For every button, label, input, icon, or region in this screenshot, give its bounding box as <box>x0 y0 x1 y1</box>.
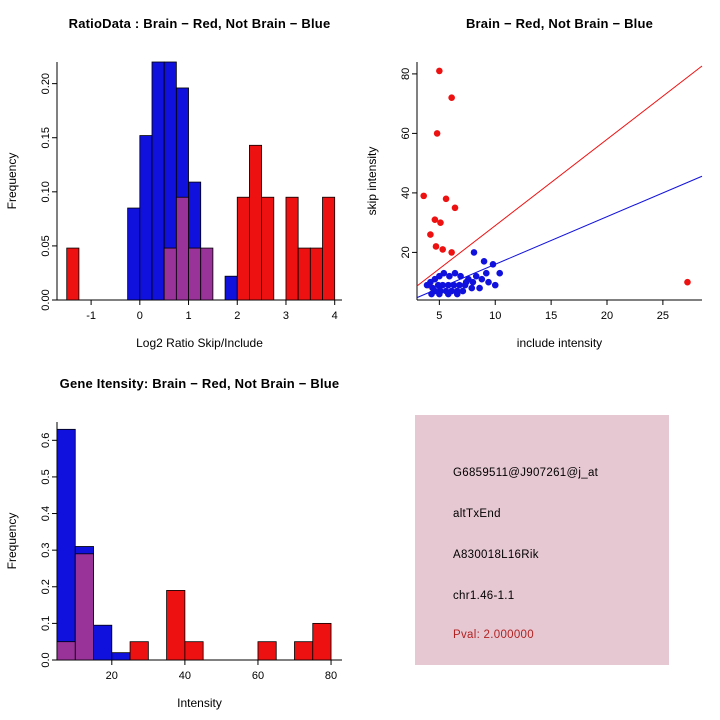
x-tick-label: 80 <box>325 670 337 682</box>
y-tick-label: 80 <box>400 68 412 80</box>
series-not-brain-blue <box>127 61 238 301</box>
x-tick-label: 40 <box>179 670 191 682</box>
brain-fit-line <box>416 65 703 287</box>
pval-text: Pval: 2.000000 <box>453 629 534 641</box>
x-tick-label: -1 <box>86 310 96 322</box>
x-axis-label: Intensity <box>177 696 222 710</box>
x-tick-label: 4 <box>332 310 338 322</box>
scatter-title: Brain − Red, Not Brain − Blue <box>465 16 654 31</box>
x-tick-label: 1 <box>185 310 191 322</box>
y-tick-label: 0.6 <box>40 433 52 448</box>
x-tick-label: 15 <box>545 310 557 322</box>
y-tick-label: 20 <box>400 246 412 258</box>
y-tick-label: 40 <box>400 187 412 199</box>
gene-info-box: G6859511@J907261@j_at altTxEnd A830018L1… <box>415 415 669 665</box>
x-tick-label: 0 <box>137 310 143 322</box>
y-tick-label: 0.2 <box>40 579 52 594</box>
y-axis-label: Frequency <box>5 153 19 210</box>
x-tick-label: 25 <box>657 310 669 322</box>
y-tick-label: 0.3 <box>40 543 52 558</box>
probe-id-text: G6859511@J907261@j_at <box>453 467 599 479</box>
y-tick-label: 0.20 <box>40 73 52 94</box>
x-tick-label: 3 <box>283 310 289 322</box>
y-tick-label: 0.4 <box>40 506 52 521</box>
chromosome-location-text: chr1.46-1.1 <box>453 590 515 602</box>
panel-ratio-histogram: RatioData : Brain − Red, Not Brain − Blu… <box>0 0 360 360</box>
intensity-scatter-plot: 5 10 15 20 25 20 40 60 80 include intensity skip i… <box>365 62 703 350</box>
event-type-text: altTxEnd <box>453 508 501 520</box>
panel-gene-info: G6859511@J907261@j_at altTxEnd A830018L1… <box>360 360 720 720</box>
gene-histogram-title: Gene Itensity: Brain − Red, Not Brain − … <box>59 376 340 391</box>
y-tick-label: 60 <box>400 127 412 139</box>
x-tick-label: 10 <box>489 310 501 322</box>
y-tick-label: 0.05 <box>40 235 52 256</box>
y-axis-label: Frequency <box>5 513 19 570</box>
y-axis-label: skip intensity <box>365 147 379 216</box>
series-brain-red <box>420 67 691 289</box>
y-tick-label: 0.10 <box>40 181 52 202</box>
gene-name-text: A830018L16Rik <box>453 549 539 561</box>
not-brain-fit-line <box>416 175 703 299</box>
series-brain-red <box>129 590 332 661</box>
ratio-histogram-title: RatioData : Brain − Red, Not Brain − Blu… <box>68 16 331 31</box>
x-tick-label: 20 <box>601 310 613 322</box>
y-tick-label: 0.0 <box>40 652 52 667</box>
panel-intensity-scatter: Brain − Red, Not Brain − Blue 5 10 15 20 25 2… <box>360 0 720 360</box>
y-tick-label: 0.15 <box>40 127 52 148</box>
gene-histogram-plot: 20 40 60 80 0.0 0.1 0.2 0.3 0.4 0.5 0.6 Intensity Fr… <box>5 422 342 710</box>
axes <box>412 62 702 305</box>
x-tick-label: 60 <box>252 670 264 682</box>
panel-gene-histogram: Gene Itensity: Brain − Red, Not Brain − … <box>0 360 360 720</box>
y-tick-label: 0.1 <box>40 616 52 631</box>
x-tick-label: 20 <box>106 670 118 682</box>
series-overlap-purple <box>56 553 94 661</box>
y-tick-label: 0.5 <box>40 469 52 484</box>
x-axis-label: include intensity <box>517 336 602 350</box>
series-not-brain-blue <box>423 249 504 298</box>
y-tick-label: 0.00 <box>40 289 52 310</box>
series-brain-red <box>66 144 336 301</box>
x-tick-label: 2 <box>234 310 240 322</box>
x-tick-label: 5 <box>436 310 442 322</box>
x-axis-label: Log2 Ratio Skip/Include <box>136 336 263 350</box>
series-overlap-purple <box>163 196 214 301</box>
ratio-histogram-plot: -1 0 1 2 3 4 0.00 0.05 0.10 0.15 0.20 Log2 Ratio Sk… <box>5 61 342 350</box>
